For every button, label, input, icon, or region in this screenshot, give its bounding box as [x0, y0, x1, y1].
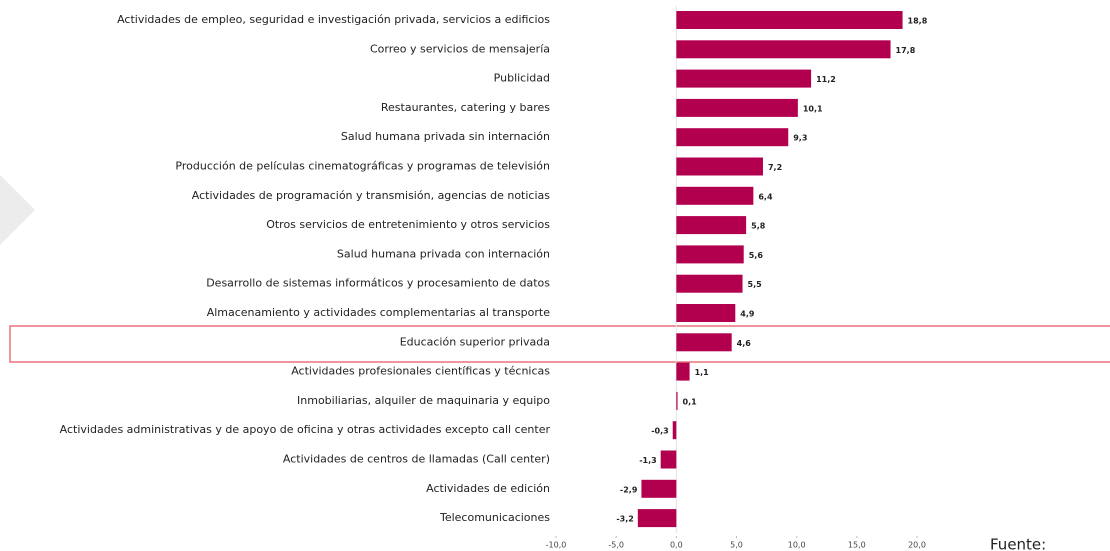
- bar: [676, 362, 690, 381]
- x-tick-label: 10,0: [788, 541, 806, 550]
- source-note: Fuente:: [990, 536, 1046, 551]
- category-label: Actividades de programación y transmisió…: [192, 189, 550, 202]
- category-label: Educación superior privada: [400, 335, 550, 348]
- bar: [676, 274, 743, 293]
- value-label: -3,2: [616, 515, 634, 524]
- bar: [676, 40, 891, 59]
- category-label: Publicidad: [494, 72, 550, 85]
- category-label: Actividades de centros de llamadas (Call…: [283, 453, 550, 466]
- value-label: 5,8: [751, 222, 766, 231]
- value-label: -2,9: [620, 485, 638, 494]
- category-label: Actividades administrativas y de apoyo d…: [60, 423, 551, 436]
- bar: [676, 69, 812, 88]
- category-label: Desarrollo de sistemas informáticos y pr…: [206, 277, 550, 290]
- x-tick-label: -5,0: [608, 541, 624, 550]
- category-label: Salud humana privada sin internación: [341, 130, 550, 143]
- value-label: 5,5: [748, 280, 763, 289]
- value-label: -1,3: [639, 456, 657, 465]
- bar: [676, 157, 763, 176]
- value-label: 4,9: [740, 310, 755, 319]
- bar: [660, 450, 677, 469]
- value-label: 1,1: [695, 368, 710, 377]
- category-label: Restaurantes, catering y bares: [381, 101, 550, 114]
- value-label: 9,3: [793, 134, 807, 143]
- value-label: 10,1: [803, 104, 823, 113]
- x-tick-label: 15,0: [848, 541, 866, 550]
- value-label: 18,8: [908, 17, 928, 26]
- x-tick-label: -10,0: [546, 541, 567, 550]
- category-label: Actividades de empleo, seguridad e inves…: [117, 13, 550, 26]
- highlight-box: [9, 325, 1110, 363]
- bar: [672, 421, 677, 440]
- decoration: [0, 175, 35, 245]
- bar: [676, 98, 798, 117]
- x-tick-label: 5,0: [730, 541, 743, 550]
- bar: [676, 304, 736, 322]
- value-label: 17,8: [896, 46, 916, 55]
- value-label: 4,6: [737, 339, 752, 348]
- bar: [676, 186, 754, 205]
- category-label: Otros servicios de entretenimiento y otr…: [266, 218, 550, 231]
- value-label: 11,2: [816, 75, 836, 84]
- value-label: -0,3: [651, 427, 669, 436]
- bar: [676, 391, 678, 410]
- category-label: Correo y servicios de mensajería: [370, 42, 550, 55]
- value-label: 7,2: [768, 163, 782, 172]
- category-label: Producción de películas cinematográficas…: [175, 160, 550, 173]
- bar: [676, 216, 747, 235]
- category-label: Inmobiliarias, alquiler de maquinaria y …: [297, 394, 550, 407]
- bar: [637, 509, 677, 528]
- value-label: 6,4: [758, 192, 773, 201]
- bar: [676, 333, 732, 352]
- x-tick-label: 20,0: [908, 541, 926, 550]
- category-label: Salud humana privada con internación: [337, 247, 550, 260]
- value-label: 0,1: [683, 397, 698, 406]
- category-label: Almacenamiento y actividades complementa…: [207, 306, 551, 319]
- bar: [676, 245, 744, 264]
- category-label: Telecomunicaciones: [439, 511, 550, 524]
- value-label: 5,6: [749, 251, 764, 260]
- x-tick-label: 0,0: [670, 541, 683, 550]
- bar: [641, 479, 677, 498]
- bar: [676, 128, 789, 147]
- category-label: Actividades profesionales científicas y …: [291, 365, 550, 378]
- category-label: Actividades de edición: [426, 482, 550, 495]
- bar: [676, 11, 903, 29]
